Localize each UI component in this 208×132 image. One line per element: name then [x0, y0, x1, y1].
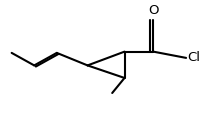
Text: O: O — [148, 4, 158, 16]
Text: Cl: Cl — [187, 51, 200, 64]
